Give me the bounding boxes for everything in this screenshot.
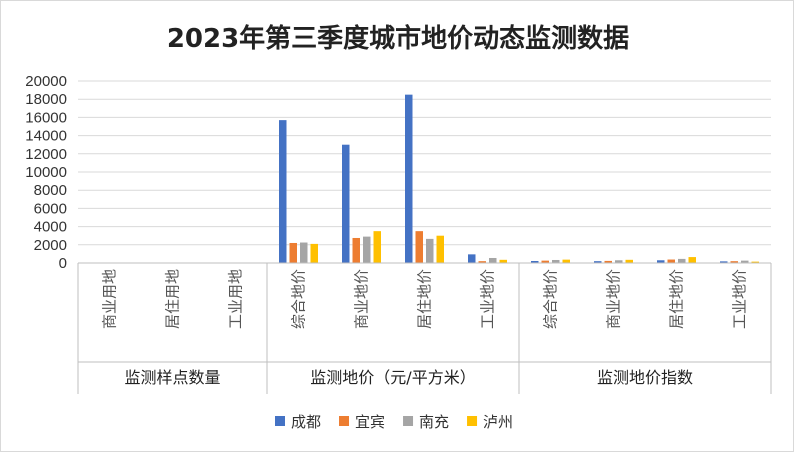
bar — [300, 242, 308, 263]
category-label: 工业用地 — [227, 269, 245, 329]
y-tick-label: 2000 — [34, 237, 67, 254]
bar — [405, 94, 413, 264]
gridlines — [78, 80, 771, 264]
category-label: 综合地价 — [542, 269, 560, 329]
category-label: 居住用地 — [164, 269, 182, 329]
bar — [678, 258, 686, 263]
y-tick-label: 18000 — [25, 91, 67, 108]
bar — [499, 259, 507, 263]
bar — [720, 261, 728, 263]
y-tick-label: 16000 — [25, 109, 67, 126]
bar — [342, 144, 350, 263]
bar — [751, 261, 759, 263]
bar — [604, 260, 612, 263]
legend-swatch — [467, 416, 478, 426]
legend-swatch — [403, 416, 414, 426]
group-label: 监测地价（元/平方米） — [310, 368, 475, 387]
bar — [426, 238, 434, 263]
y-tick-label: 20000 — [25, 73, 67, 90]
bar — [468, 254, 476, 263]
y-tick-label: 12000 — [25, 146, 67, 163]
category-label: 工业地价 — [731, 269, 749, 329]
group-label: 监测样点数量 — [124, 368, 220, 387]
bar — [541, 260, 549, 263]
bar — [688, 257, 696, 263]
legend: 成都 宜宾 南充 泸州 — [275, 413, 513, 431]
bar — [310, 243, 318, 263]
category-label: 商业用地 — [101, 269, 119, 329]
y-tick-label: 0 — [59, 255, 67, 272]
legend-swatch — [339, 416, 350, 426]
category-label: 商业地价 — [353, 269, 371, 329]
legend-label: 宜宾 — [355, 413, 385, 431]
bar — [279, 120, 287, 263]
category-label: 综合地价 — [290, 269, 308, 329]
legend-label: 泸州 — [483, 413, 513, 431]
bar — [594, 261, 602, 263]
bar — [615, 260, 623, 263]
y-tick-label: 4000 — [34, 219, 67, 236]
y-tick-label: 6000 — [34, 200, 67, 217]
bars — [279, 94, 759, 264]
category-label: 工业地价 — [479, 269, 497, 329]
bar — [478, 261, 486, 263]
y-tick-label: 8000 — [34, 182, 67, 199]
bar — [667, 259, 675, 263]
category-label: 居住地价 — [668, 269, 686, 329]
legend-label: 成都 — [291, 413, 321, 431]
bar — [625, 259, 633, 263]
y-tick-label: 10000 — [25, 164, 67, 181]
bar — [436, 235, 444, 263]
legend-swatch — [275, 416, 285, 426]
bar — [730, 261, 738, 263]
bar — [531, 260, 539, 263]
group-label: 监测地价指数 — [597, 368, 693, 387]
bar — [552, 259, 560, 263]
bar — [289, 242, 297, 263]
bar — [363, 236, 371, 263]
chart-title: 2023年第三季度城市地价动态监测数据 — [167, 23, 629, 54]
bar — [489, 257, 497, 263]
bar — [741, 260, 749, 263]
bar — [415, 231, 423, 263]
bar — [373, 231, 381, 263]
bar — [657, 260, 665, 263]
bar — [562, 259, 570, 263]
bar — [352, 237, 360, 263]
category-label: 商业地价 — [605, 269, 623, 329]
legend-label: 南充 — [419, 413, 449, 431]
y-tick-label: 14000 — [25, 128, 67, 145]
category-label: 居住地价 — [416, 269, 434, 329]
